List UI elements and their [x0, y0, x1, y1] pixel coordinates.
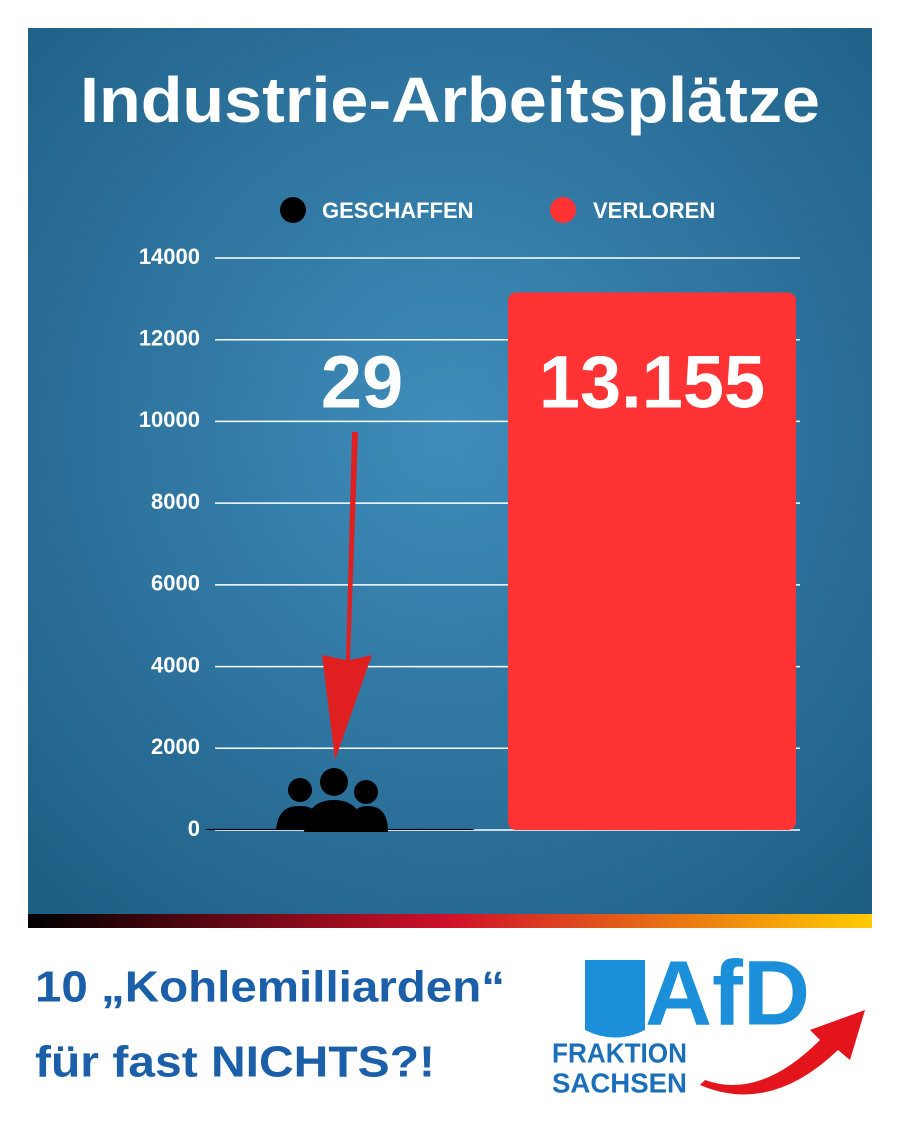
people-icon	[276, 768, 388, 832]
legend-label: VERLOREN	[593, 198, 715, 223]
y-tick-label: 0	[188, 816, 200, 841]
logo-shield	[585, 960, 645, 1038]
y-tick-label: 6000	[151, 571, 200, 596]
logo-line: FRAKTION	[552, 1037, 687, 1068]
value-label: 13.155	[539, 341, 765, 424]
bar	[508, 292, 796, 830]
logo-line: SACHSEN	[552, 1067, 687, 1098]
y-tick-label: 12000	[139, 326, 200, 351]
value-label: 29	[321, 341, 403, 424]
y-tick-label: 8000	[151, 489, 200, 514]
plot: 0 2000 4000 6000 8000 10000 12000 14000 GESCHAFF…	[139, 197, 800, 841]
legend-swatch	[280, 197, 306, 223]
logo-swoosh	[700, 1010, 865, 1095]
chart-title: Industrie-Arbeitsplätze	[80, 64, 820, 136]
arrow	[322, 432, 372, 760]
y-tick-label: 4000	[151, 652, 200, 677]
flag-stripe	[28, 914, 872, 928]
logo: AfD FRAKTION SACHSEN	[552, 942, 865, 1098]
y-tick-label: 14000	[139, 244, 200, 269]
legend-label: GESCHAFFEN	[322, 198, 474, 223]
y-tick-label: 2000	[151, 734, 200, 759]
y-tick-label: 10000	[139, 407, 200, 432]
footer-line: für fast NICHTS?!	[35, 1038, 435, 1087]
logo-name: AfD	[645, 942, 810, 1044]
legend-swatch	[550, 197, 576, 223]
footer-line: 10 „Kohlemilliarden“	[35, 963, 505, 1012]
